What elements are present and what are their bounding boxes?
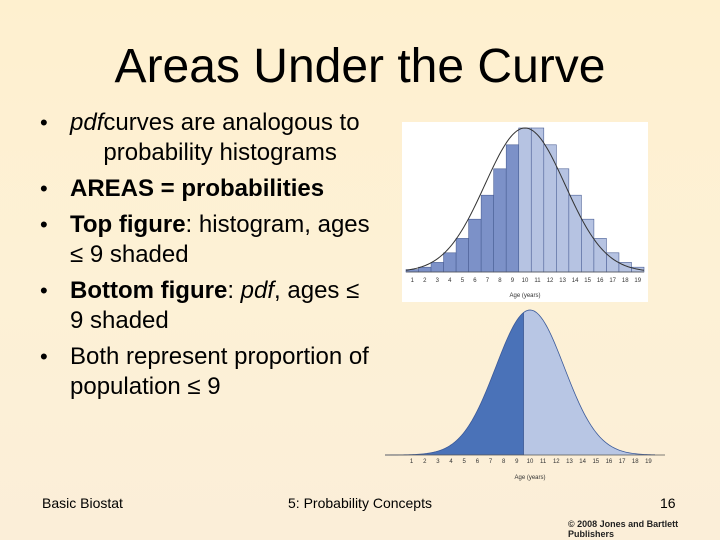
histogram-figure: 1 2 3 4 5 6 7 8 9 10 11 12 13 14 15 16 17 18 19 Age (years)	[402, 122, 648, 302]
bullet-text: AREAS = probabilities	[70, 175, 325, 202]
pdf-tick-label: 7	[489, 459, 493, 465]
pdf-tick-label: 8	[502, 459, 506, 465]
histogram-tick-label: 8	[498, 278, 502, 284]
bullet-text: Both represent proportion of population …	[70, 343, 369, 400]
pdf-tick-label: 9	[515, 459, 519, 465]
pdf-tick-label: 5	[463, 459, 467, 465]
histogram-bar	[543, 144, 557, 273]
pdf-shaded-area	[378, 312, 524, 455]
histogram-bar	[556, 168, 570, 273]
pdf-tick-label: 1	[410, 459, 414, 465]
histogram-tick-label: 2	[423, 278, 427, 284]
pdf-curve-line	[378, 309, 656, 456]
bullet-text: , ages ≤ 9 shaded	[70, 277, 360, 334]
pdf-tick-label: 4	[449, 459, 453, 465]
pdf-tick-label: 15	[592, 459, 599, 465]
bullet-text: curves are analogous to probability hist…	[103, 109, 360, 166]
histogram-bar	[468, 218, 482, 273]
bullet-text: Bottom figure	[70, 277, 228, 304]
normal-curve-line	[405, 127, 645, 271]
pdf-tick-label: 14	[579, 459, 586, 465]
histogram-tick-label: 16	[597, 278, 604, 284]
histogram-tick-label: 11	[534, 278, 541, 284]
histogram-bar	[430, 262, 444, 273]
histogram-bar	[455, 238, 469, 273]
histogram-tick-label: 3	[436, 278, 440, 284]
pdf-x-axis-label: Age (years)	[514, 475, 545, 481]
histogram-bar	[518, 127, 532, 273]
histogram-tick-label: 6	[473, 278, 477, 284]
pdf-tick-label: 13	[566, 459, 573, 465]
bullet-list: pdf curves are analogous to probability …	[40, 108, 400, 408]
bullet-areas: AREAS = probabilities	[40, 174, 400, 204]
bullet-bottom-figure: Bottom figure: pdf, ages ≤ 9 shaded	[40, 276, 370, 336]
histogram-tick-label: 7	[486, 278, 490, 284]
bullet-text: :	[227, 277, 241, 304]
pdf-tick-label: 16	[606, 459, 613, 465]
bullet-top-figure: Top figure: histogram, ages ≤ 9 shaded	[40, 210, 370, 270]
histogram-tick-label: 1	[411, 278, 415, 284]
pdf-tick-label: 6	[476, 459, 480, 465]
pdf-tick-label: 18	[632, 459, 639, 465]
pdf-tick-label: 10	[527, 459, 534, 465]
pdf-unshaded-area	[523, 310, 655, 455]
histogram-bar	[443, 252, 457, 273]
histogram-bar	[480, 194, 494, 273]
footer-course: Basic Biostat	[42, 495, 123, 511]
histogram-bar	[581, 218, 595, 273]
bullet-both-represent: Both represent proportion of population …	[40, 342, 380, 402]
histogram-tick-label: 5	[461, 278, 465, 284]
slide-title: Areas Under the Curve	[114, 40, 606, 93]
bullet-text: Top figure	[70, 211, 186, 238]
histogram-bar	[505, 144, 520, 273]
histogram-tick-label: 4	[448, 278, 452, 284]
histogram-tick-label: 18	[622, 278, 629, 284]
histogram-tick-label: 14	[572, 278, 579, 284]
bullet-text: pdf	[70, 109, 104, 136]
bullet-pdf-analogy: pdf curves are analogous to probability …	[40, 108, 400, 168]
pdf-tick-label: 12	[553, 459, 560, 465]
histogram-tick-label: 13	[559, 278, 566, 284]
pdf-tick-label: 3	[436, 459, 440, 465]
histogram-bar	[530, 127, 545, 273]
histogram-tick-label: 9	[511, 278, 515, 284]
pdf-tick-label: 19	[645, 459, 652, 465]
pdf-tick-label: 11	[540, 459, 547, 465]
footer-page-number: 16	[660, 495, 676, 511]
footer-chapter: 5: Probability Concepts	[288, 495, 432, 511]
bullet-text: : histogram, ages ≤ 9 shaded	[70, 211, 370, 268]
histogram-bar	[418, 266, 432, 273]
histogram-x-axis-label: Age (years)	[509, 293, 540, 299]
bullet-text: pdf	[240, 277, 275, 304]
histogram-tick-label: 12	[547, 278, 554, 284]
histogram-tick-label: 19	[634, 278, 641, 284]
pdf-tick-label: 17	[619, 459, 626, 465]
histogram-bar	[593, 238, 607, 273]
histogram-bar	[493, 168, 507, 273]
histogram-tick-label: 17	[609, 278, 616, 284]
histogram-tick-label: 10	[522, 278, 529, 284]
copyright-notice: © 2008 Jones and Bartlett Publishers	[568, 519, 679, 539]
pdf-tick-label: 2	[423, 459, 427, 465]
histogram-tick-label: 15	[584, 278, 591, 284]
pdf-figure: 1 2 3 4 5 6 7 8 9 10 11 12 13 14 15 16 17 18 19 Age (years)	[378, 300, 665, 490]
